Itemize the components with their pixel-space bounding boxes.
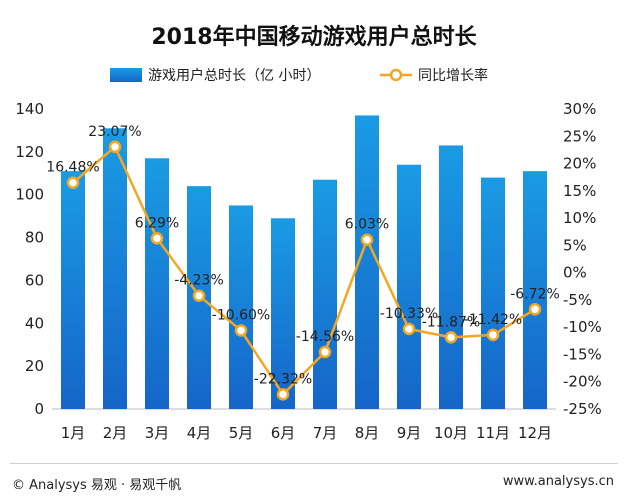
right-axis-tick-label: 30%	[563, 100, 596, 118]
left-axis-tick-label: 0	[34, 400, 44, 418]
growth-rate-data-label: 6.03%	[345, 217, 389, 233]
right-axis-tick-label: 10%	[563, 209, 596, 227]
left-axis-tick-label: 20	[25, 357, 44, 375]
growth-rate-point-9月	[402, 322, 416, 336]
growth-rate-data-label: -10.33%	[380, 306, 438, 322]
left-axis-tick-label: 40	[25, 314, 44, 332]
right-axis-tick-label: 25%	[563, 127, 596, 145]
right-axis-tick-label: 0%	[563, 264, 587, 282]
growth-rate-data-label: -4.23%	[174, 273, 224, 289]
growth-rate-data-label: -11.42%	[464, 312, 522, 328]
footer-copyright: © Analysys 易观 · 易观千帆	[12, 478, 182, 493]
x-axis-tick-label: 9月	[397, 424, 422, 442]
growth-rate-data-label: 6.29%	[135, 215, 179, 231]
right-axis-tick-label: -5%	[563, 291, 592, 309]
growth-rate-data-label: 16.48%	[46, 160, 99, 176]
growth-rate-data-label: -11.87%	[422, 314, 480, 330]
growth-rate-data-label: -6.72%	[510, 286, 560, 302]
growth-rate-point-6月	[276, 388, 290, 401]
left-axis-tick-label: 60	[25, 271, 44, 289]
right-axis-tick-label: -20%	[563, 373, 602, 391]
legend-line-marker	[389, 68, 403, 82]
right-axis-tick-label: -25%	[563, 400, 602, 418]
x-axis-tick-label: 12月	[518, 424, 552, 442]
x-axis-tick-label: 7月	[313, 424, 338, 442]
legend-bar-swatch	[110, 68, 142, 82]
x-axis-tick-label: 1月	[61, 424, 86, 442]
legend-line-label: 同比增长率	[418, 67, 488, 84]
legend: 游戏用户总时长（亿 小时） 同比增长率	[110, 67, 488, 84]
left-axis-tick-label: 100	[15, 186, 44, 204]
chart: 2018年中国移动游戏用户总时长 游戏用户总时长（亿 小时） 同比增长率 0 20…	[15, 24, 602, 442]
growth-rate-point-2月	[108, 140, 122, 154]
x-axis-tick-label: 8月	[355, 424, 380, 442]
footer-divider	[10, 463, 618, 464]
growth-rate-point-8月	[360, 233, 374, 246]
right-axis-tick-label: 15%	[563, 182, 596, 200]
growth-rate-point-11月	[486, 328, 500, 342]
x-axis-tick-label: 4月	[187, 424, 212, 442]
growth-rate-point-4月	[192, 289, 206, 302]
x-axis-tick-label: 6月	[271, 424, 296, 442]
growth-rate-data-label: -14.56%	[296, 329, 354, 345]
bar-5月	[229, 205, 253, 409]
bar-6月	[271, 218, 295, 409]
growth-rate-data-label: -22.32%	[254, 371, 312, 387]
bar-12月	[523, 171, 547, 409]
right-axis-tick-label: -10%	[563, 318, 602, 336]
bar-7月	[313, 179, 337, 409]
bar-9月	[397, 164, 421, 409]
growth-rate-point-10月	[444, 331, 458, 344]
growth-rate-point-7月	[318, 345, 332, 359]
chart-title: 2018年中国移动游戏用户总时长	[151, 24, 477, 50]
x-axis-tick-label: 2月	[103, 424, 128, 442]
right-axis-tick-label: -15%	[563, 345, 602, 363]
x-axis-tick-label: 10月	[434, 424, 468, 442]
growth-rate-point-3月	[150, 232, 164, 245]
legend-bar-label: 游戏用户总时长（亿 小时）	[148, 67, 320, 84]
bar-10月	[439, 145, 463, 409]
left-axis-tick-label: 80	[25, 229, 44, 247]
footer-website: www.analysys.cn	[502, 474, 614, 489]
x-axis-tick-label: 3月	[145, 424, 170, 442]
growth-rate-point-1月	[66, 176, 80, 189]
left-axis-tick-label: 140	[15, 100, 44, 118]
right-axis-tick-label: 5%	[563, 236, 587, 254]
left-axis-tick-label: 120	[15, 143, 44, 161]
x-axis-tick-label: 11月	[476, 424, 510, 442]
right-axis-tick-label: 20%	[563, 155, 596, 173]
growth-rate-point-12月	[528, 303, 542, 316]
growth-rate-line	[72, 144, 536, 397]
growth-rate-data-label: -10.60%	[212, 307, 270, 323]
x-axis-tick-label: 5月	[229, 424, 254, 442]
bar-3月	[145, 158, 169, 409]
growth-rate-point-5月	[234, 324, 248, 337]
bar-1月	[61, 171, 85, 409]
growth-rate-data-label: 23.07%	[88, 124, 141, 140]
bar-11月	[481, 177, 505, 409]
bar-2月	[103, 128, 127, 410]
